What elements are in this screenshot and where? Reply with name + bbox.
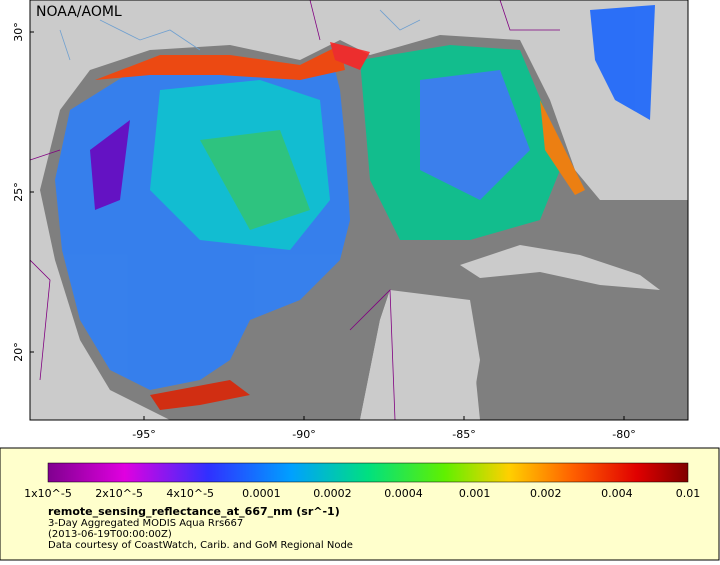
lon-label: -85° [452,428,475,441]
colorbar-label: 0.004 [601,487,633,500]
rivers [59,9,421,61]
lon-label: -90° [292,428,315,441]
colorbar-label: 0.002 [530,487,562,500]
colorbar-label: 1x10^-5 [24,487,72,500]
lat-label: 30° [12,22,25,42]
lon-label: -80° [612,428,635,441]
colorbar-label: 4x10^-5 [166,487,214,500]
yucatan [360,290,480,420]
lat-label: 20° [12,342,25,362]
colorbar-label: 0.001 [459,487,491,500]
colorbar-label: 0.0002 [313,487,352,500]
colorbar-label: 2x10^-5 [95,487,143,500]
lon-label: -95° [132,428,155,441]
map-title: NOAA/AOML [36,4,122,20]
boundaries [30,0,560,420]
cuba [460,245,660,290]
map-frame [29,0,689,421]
colorbar [47,462,689,483]
colorbar-label: 0.0004 [384,487,423,500]
map [30,0,688,420]
reflectance-field [55,5,655,410]
legend-line: Data courtesy of CoastWatch, Carib. and … [48,540,353,551]
legend-line: (2013-06-19T00:00:00Z) [48,529,172,540]
colorbar-label: 0.01 [676,487,701,500]
colorbar-label: 0.0001 [242,487,281,500]
legend-line: 3-Day Aggregated MODIS Aqua Rrs667 [48,518,243,529]
lat-label: 25° [12,182,25,202]
variable-name: remote_sensing_reflectance_at_667_nm (sr… [48,505,340,518]
